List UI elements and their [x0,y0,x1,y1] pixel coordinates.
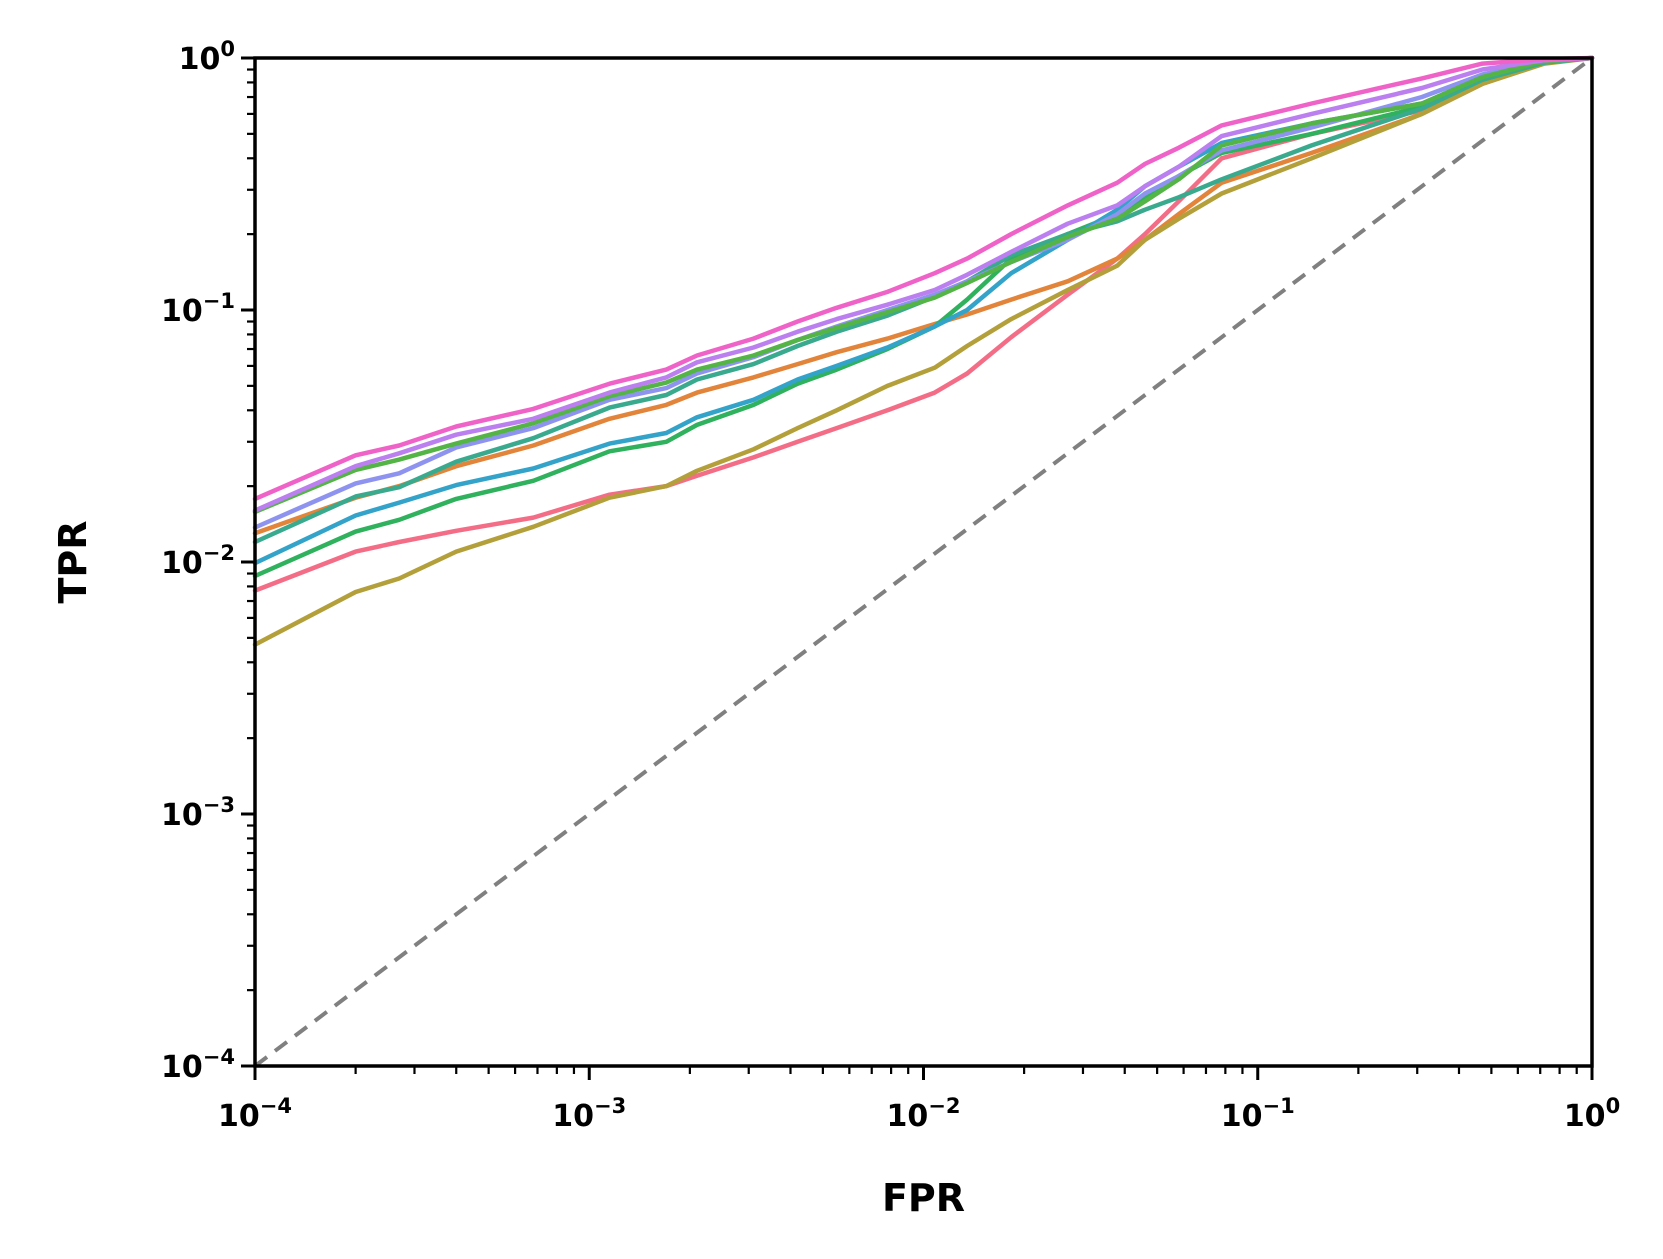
x-tick-label-4: 10−1 [1221,1094,1295,1134]
y-tick-label-2: 10−3 [161,793,235,833]
series-line-3 [252,55,1595,647]
y-tick-label-4: 10−1 [161,289,235,329]
series-line-9 [252,55,1595,513]
y-tick-label-3: 10−2 [161,541,235,581]
reference-diagonal-line [253,56,1594,1068]
y-axis-ticks: 10−4 10−3 10−2 10−1 100 [161,37,255,1085]
x-tick-label-1: 10−4 [218,1094,292,1134]
y-tick-label-1: 10−4 [161,1045,235,1085]
x-axis-label: FPR [882,1176,965,1220]
series-line-8 [252,55,1595,515]
series-line-7 [252,55,1595,530]
y-tick-label-5: 100 [179,37,235,77]
x-tick-label-2: 10−3 [552,1094,626,1134]
x-axis-ticks: 10−4 10−3 10−2 10−1 100 [218,1066,1620,1134]
y-axis-label: TPR [51,520,95,603]
x-tick-label-5: 100 [1564,1094,1620,1134]
series-layer [252,55,1595,1068]
x-tick-label-3: 10−2 [887,1094,961,1134]
series-line-10 [252,55,1595,502]
